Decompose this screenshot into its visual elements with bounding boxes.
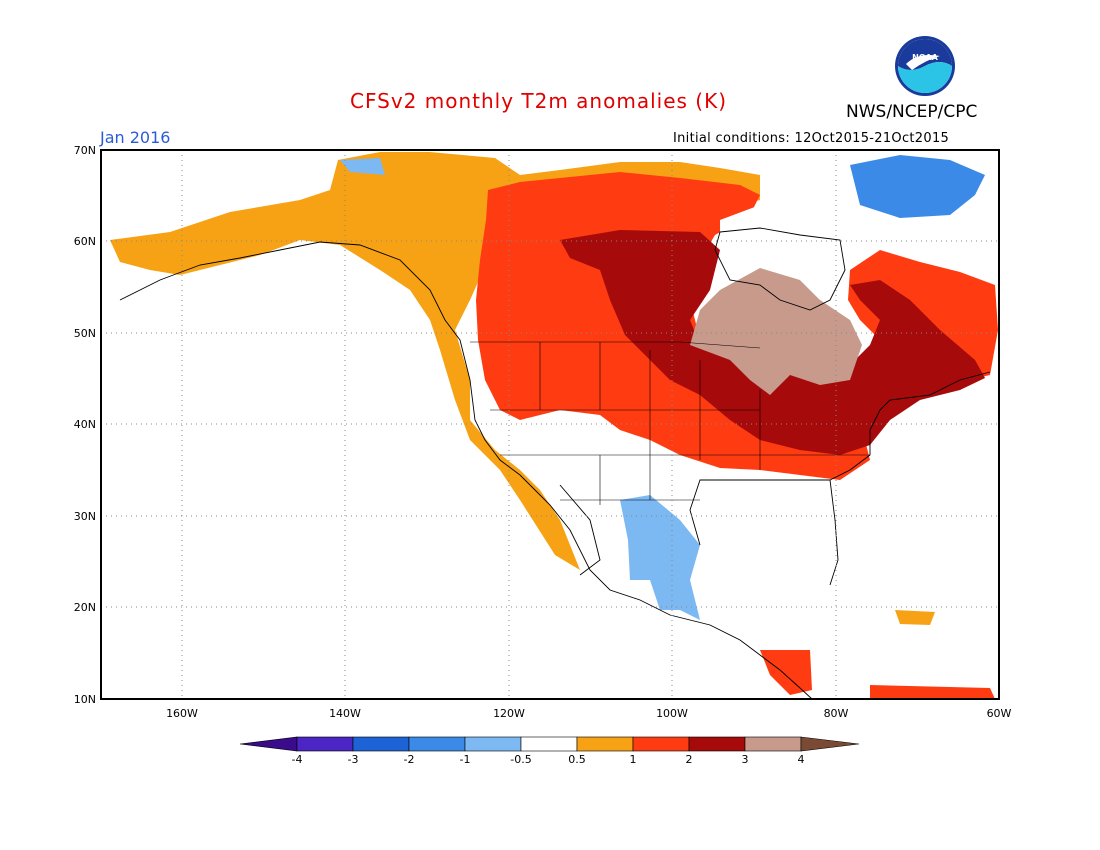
- legend-low-arrow: [239, 736, 298, 752]
- legend-swatch: [744, 736, 802, 752]
- legend-tick-label: -2: [404, 753, 415, 766]
- legend-tick-label: 3: [742, 753, 749, 766]
- anomaly-area-central-america: [760, 650, 812, 695]
- org-label: NWS/NCEP/CPC: [846, 102, 978, 122]
- anomaly-area-neg2-1-greenland: [850, 155, 985, 218]
- legend-tick-label: -0.5: [510, 753, 531, 766]
- anomaly-field: [110, 152, 998, 699]
- legend-swatch: [576, 736, 634, 752]
- map-title: CFSv2 monthly T2m anomalies (K): [350, 89, 727, 113]
- legend-swatch: [464, 736, 522, 752]
- anomaly-area-3-4: [690, 268, 862, 395]
- lon-labels: 160W 140W 120W 100W 80W 60W: [166, 707, 1011, 720]
- lat-label: 20N: [74, 601, 96, 614]
- initial-conditions: Initial conditions: 12Oct2015-21Oct2015: [673, 131, 950, 146]
- lat-label: 10N: [74, 693, 96, 706]
- lon-label: 100W: [656, 707, 688, 720]
- legend-tick-label: 0.5: [568, 753, 586, 766]
- lon-label: 140W: [329, 707, 361, 720]
- legend-swatch: [296, 736, 354, 752]
- forecast-month: Jan 2016: [100, 128, 171, 147]
- legend-swatch: [688, 736, 746, 752]
- lat-label: 40N: [74, 418, 96, 431]
- lon-label: 80W: [824, 707, 849, 720]
- lon-label: 60W: [987, 707, 1012, 720]
- noaa-logo: NOAA: [895, 36, 955, 96]
- lon-label: 120W: [493, 707, 525, 720]
- legend-tick-label: -1: [460, 753, 471, 766]
- legend-tick-label: -3: [348, 753, 359, 766]
- legend-swatch: [408, 736, 466, 752]
- legend-swatch: [352, 736, 410, 752]
- lat-labels: 70N 60N 50N 40N 30N 20N 10N: [74, 144, 96, 706]
- legend-tick-label: 1: [630, 753, 637, 766]
- lat-label: 30N: [74, 510, 96, 523]
- legend-tick-label: 2: [686, 753, 693, 766]
- lat-label: 70N: [74, 144, 96, 157]
- anomaly-area-neg1-alaska: [340, 158, 385, 175]
- lon-label: 160W: [166, 707, 198, 720]
- borders: [470, 341, 870, 505]
- noaa-logo-text: NOAA: [912, 53, 938, 62]
- anomaly-area-south-america: [870, 685, 995, 699]
- lat-label: 60N: [74, 235, 96, 248]
- anomaly-area-caribbean: [895, 610, 935, 625]
- legend-high-arrow: [800, 736, 860, 752]
- legend-swatch: [520, 736, 578, 752]
- legend-swatch: [632, 736, 690, 752]
- anomaly-area-neg1-05-mexico: [620, 495, 700, 620]
- coastline: [119, 227, 991, 700]
- lat-label: 50N: [74, 327, 96, 340]
- legend-tick-label: 4: [798, 753, 805, 766]
- legend-tick-label: -4: [292, 753, 303, 766]
- color-legend: -4 -3 -2 -1 -0.5 0.5 1 2 3 4: [239, 736, 860, 766]
- anomaly-area-2-3: [560, 230, 985, 455]
- map-border: [100, 149, 1000, 700]
